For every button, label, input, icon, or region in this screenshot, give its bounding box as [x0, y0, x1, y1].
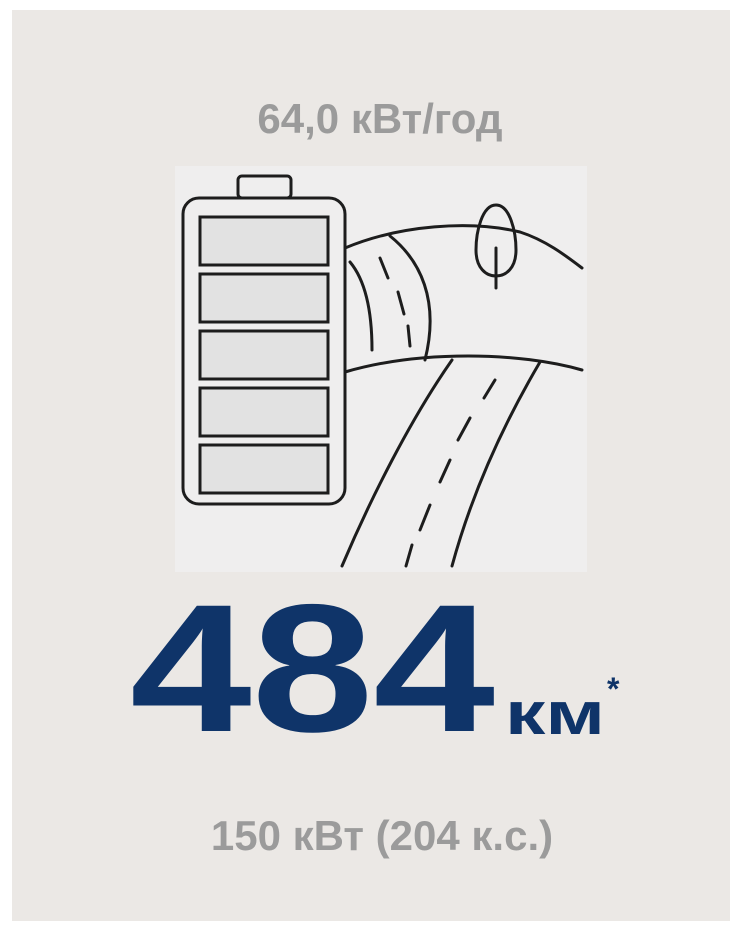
range-unit: км	[505, 680, 605, 747]
range-note-mark: *	[607, 671, 620, 707]
page: 64,0 кВт/год 484 км * 150 кВт (204 к.с.)…	[0, 0, 742, 933]
card: 64,0 кВт/год 484 км * 150 кВт (204 к.с.)	[0, 0, 742, 933]
power: 150 кВт (204 к.с.)	[211, 812, 553, 859]
range-value: 484	[130, 566, 495, 770]
capacity: 64,0 кВт/год	[257, 95, 502, 142]
illustration	[175, 166, 587, 572]
